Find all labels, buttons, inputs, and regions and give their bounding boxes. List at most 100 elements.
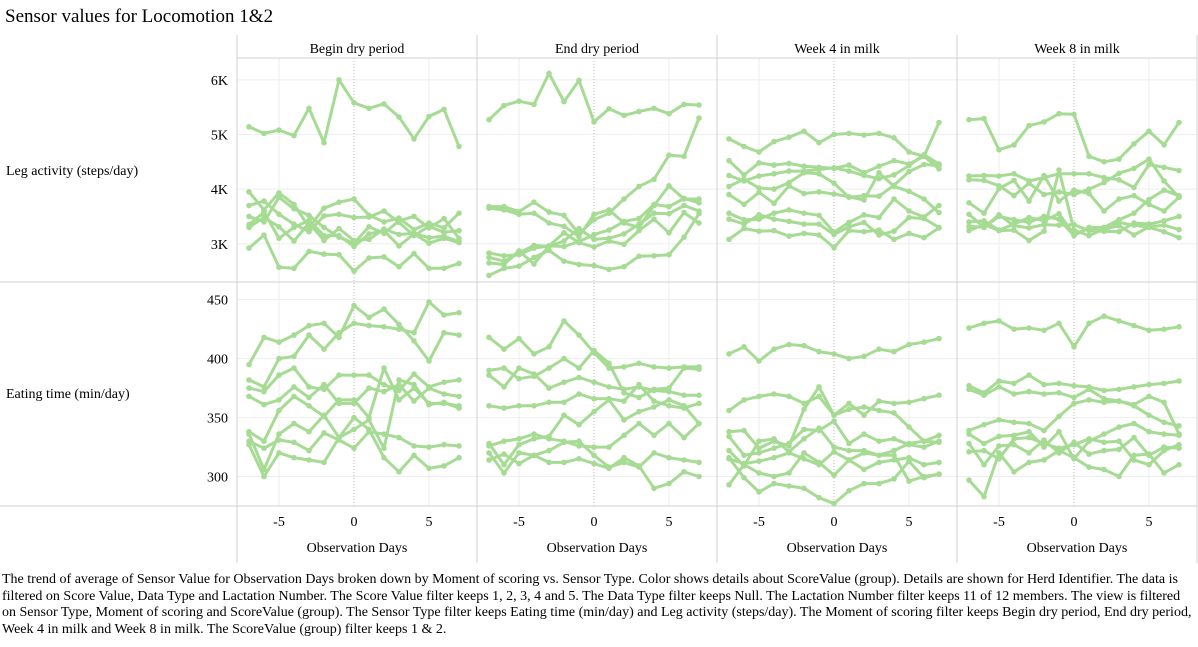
data-point xyxy=(1041,191,1047,198)
data-point xyxy=(246,377,252,383)
data-point xyxy=(861,197,867,203)
data-point xyxy=(726,447,732,454)
data-point xyxy=(1131,384,1137,390)
data-point xyxy=(591,119,597,125)
data-point xyxy=(1116,156,1122,162)
data-point xyxy=(1056,198,1062,204)
data-point xyxy=(426,385,432,391)
data-point xyxy=(501,265,507,272)
data-point xyxy=(771,162,777,168)
data-point xyxy=(801,190,807,197)
data-point xyxy=(756,470,762,476)
data-point xyxy=(486,205,492,211)
data-point xyxy=(531,242,537,249)
data-point xyxy=(261,232,267,238)
data-point xyxy=(936,439,942,446)
data-point xyxy=(261,209,267,215)
data-point xyxy=(291,384,297,390)
data-point xyxy=(996,212,1002,218)
data-point xyxy=(1146,201,1152,208)
data-point xyxy=(921,196,927,202)
data-point xyxy=(246,221,252,228)
data-point xyxy=(696,200,702,206)
data-point xyxy=(411,329,417,336)
data-point xyxy=(1146,393,1152,400)
data-point xyxy=(1131,420,1137,427)
data-point xyxy=(321,232,327,239)
data-point xyxy=(1116,386,1122,393)
data-point xyxy=(441,215,447,222)
data-point xyxy=(621,386,627,393)
data-point xyxy=(681,209,687,216)
data-point xyxy=(831,412,837,419)
data-point xyxy=(261,198,267,204)
data-point xyxy=(246,213,252,220)
data-point xyxy=(516,248,522,254)
data-point xyxy=(396,321,402,328)
data-point xyxy=(1011,177,1017,184)
data-point xyxy=(786,168,792,174)
data-point xyxy=(891,436,897,442)
data-point xyxy=(1176,432,1182,439)
data-point xyxy=(1011,171,1017,177)
data-point xyxy=(1131,401,1137,408)
data-point xyxy=(1161,380,1167,387)
data-point xyxy=(576,456,582,462)
data-point xyxy=(1071,400,1077,407)
data-point xyxy=(621,231,627,237)
data-point xyxy=(1056,189,1062,195)
data-point xyxy=(861,132,867,138)
data-point xyxy=(906,230,912,237)
data-point xyxy=(1056,428,1062,435)
data-point xyxy=(381,254,387,260)
data-point xyxy=(351,397,357,403)
data-point xyxy=(441,399,447,406)
data-point xyxy=(486,116,492,123)
data-point xyxy=(276,264,282,271)
data-point xyxy=(306,217,312,224)
data-point xyxy=(591,236,597,243)
data-point xyxy=(351,100,357,106)
data-point xyxy=(561,98,567,105)
data-point xyxy=(1011,469,1017,475)
data-point xyxy=(1071,231,1077,238)
data-point xyxy=(306,332,312,338)
data-point xyxy=(771,210,777,216)
data-point xyxy=(336,251,342,258)
data-point xyxy=(606,266,612,273)
data-point xyxy=(1086,232,1092,239)
data-point xyxy=(1026,372,1032,378)
data-point xyxy=(741,427,747,434)
data-point xyxy=(1056,110,1062,117)
data-point xyxy=(531,261,537,267)
data-point xyxy=(1131,232,1137,238)
data-point xyxy=(861,353,867,360)
data-point xyxy=(1176,378,1182,384)
data-point xyxy=(381,227,387,234)
data-point xyxy=(891,447,897,454)
data-point xyxy=(381,306,387,312)
data-point xyxy=(891,172,897,178)
data-point xyxy=(501,207,507,213)
data-point xyxy=(1071,394,1077,401)
data-point xyxy=(816,494,822,501)
data-point xyxy=(1071,441,1077,448)
data-point xyxy=(351,243,357,250)
data-point xyxy=(681,365,687,371)
data-point xyxy=(696,400,702,407)
data-point xyxy=(681,234,687,240)
data-point xyxy=(501,461,507,468)
data-point xyxy=(486,250,492,256)
data-point xyxy=(696,392,702,399)
data-point xyxy=(426,358,432,364)
data-point xyxy=(636,215,642,222)
data-point xyxy=(366,385,372,391)
data-point xyxy=(1176,441,1182,448)
data-point xyxy=(891,196,897,202)
data-point xyxy=(636,463,642,469)
data-point xyxy=(606,465,612,472)
data-point xyxy=(261,438,267,445)
data-point xyxy=(906,341,912,348)
data-point xyxy=(666,388,672,395)
data-point xyxy=(771,480,777,487)
